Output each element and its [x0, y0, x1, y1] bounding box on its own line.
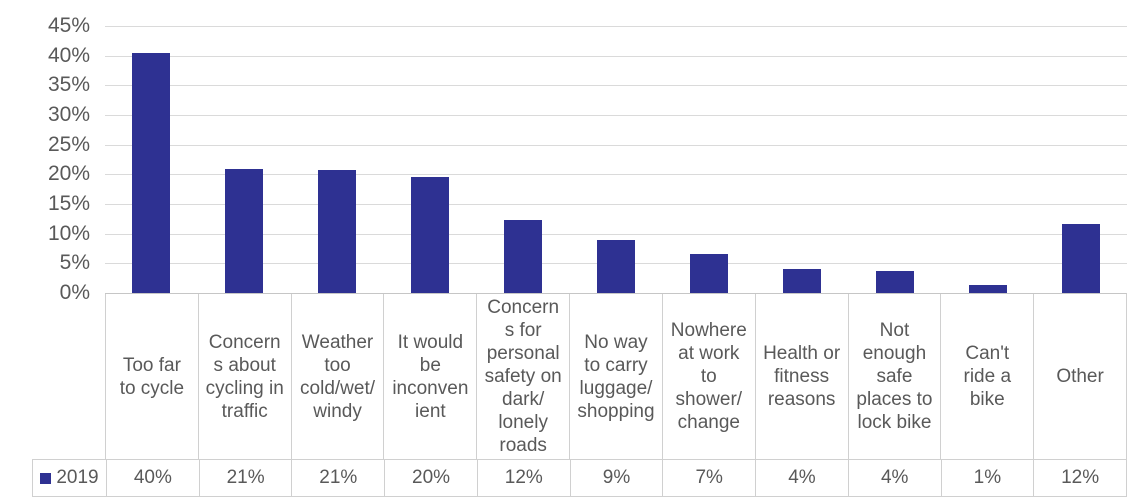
gridline: [105, 234, 1127, 235]
category-label: Can't ride a bike: [940, 294, 1033, 459]
bar: [318, 170, 357, 293]
category-axis: Too far to cycle Concern s about cycling…: [105, 293, 1127, 459]
gridline: [105, 145, 1127, 146]
bar: [689, 253, 728, 293]
data-table-row: 2019 40% 21% 21% 20% 12% 9% 7% 4% 4% 1% …: [32, 459, 1127, 497]
bar: [504, 220, 543, 293]
value-cell: 40%: [106, 460, 199, 496]
y-axis-tick-label: 35%: [47, 73, 90, 96]
gridline: [105, 204, 1127, 205]
value-cell: 21%: [198, 460, 292, 496]
gridline: [105, 115, 1127, 116]
category-label: No way to carry luggage/ shopping: [569, 294, 662, 459]
category-label: Other: [1033, 294, 1126, 459]
bar: [968, 285, 1007, 293]
value-cell: 12%: [476, 460, 570, 496]
value-cell: 21%: [291, 460, 384, 496]
legend: 2019: [33, 460, 106, 496]
y-axis-tick-label: 30%: [47, 103, 90, 126]
value-cell: 1%: [940, 460, 1034, 496]
bar: [411, 177, 450, 293]
y-axis-tick-label: 45%: [47, 14, 90, 37]
category-label: Not enough safe places to lock bike: [847, 294, 941, 459]
y-axis-tick-label: 5%: [59, 251, 90, 274]
y-axis-tick-label: 25%: [47, 133, 90, 156]
legend-label: 2019: [56, 467, 99, 488]
category-label: Concern s about cycling in traffic: [197, 294, 291, 459]
gridline: [105, 26, 1127, 27]
value-cell: 4%: [847, 460, 941, 496]
category-label: Nowhere at work to shower/ change: [661, 294, 755, 459]
value-cell: 12%: [1033, 460, 1126, 496]
value-cell: 20%: [384, 460, 477, 496]
plot-area: [105, 26, 1127, 293]
y-axis-tick-label: 40%: [47, 44, 90, 67]
category-label: Weather too cold/wet/ windy: [290, 294, 384, 459]
category-label: Health or fitness reasons: [754, 294, 848, 459]
y-axis-tick-label: 10%: [47, 222, 90, 245]
bar: [782, 269, 821, 293]
y-axis-tick-label: 15%: [47, 192, 90, 215]
bar: [132, 52, 171, 293]
bar: [1061, 224, 1100, 293]
bar: [225, 169, 264, 293]
gridline: [105, 174, 1127, 175]
value-cell: 7%: [662, 460, 755, 496]
value-cell: 4%: [755, 460, 848, 496]
category-label: Concern s for personal safety on dark/ l…: [476, 294, 569, 459]
legend-swatch: [40, 472, 52, 484]
bar: [875, 271, 914, 293]
y-axis-tick-label: 20%: [47, 162, 90, 185]
gridline: [105, 56, 1127, 57]
y-axis-tick-label: 0%: [59, 281, 90, 304]
category-label: Too far to cycle: [105, 294, 198, 459]
gridline: [105, 85, 1127, 86]
category-label: It would be inconven ient: [383, 294, 476, 459]
value-cell: 9%: [569, 460, 663, 496]
bar: [596, 240, 635, 293]
